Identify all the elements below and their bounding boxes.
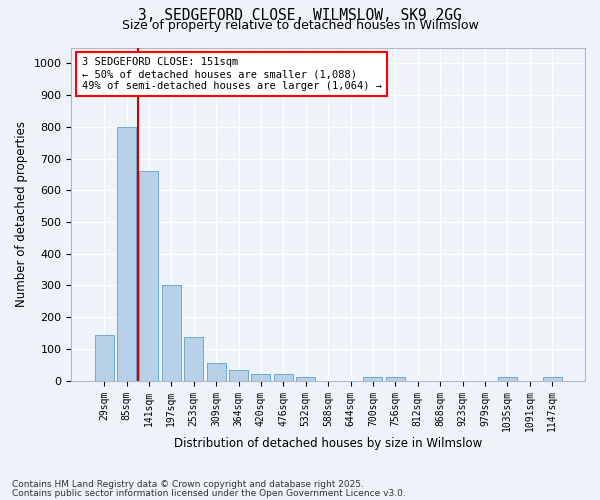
Bar (251, 374, 271, 380)
Bar (95, 334, 113, 380)
Text: 3 SEDGEFORD CLOSE: 151sqm
← 50% of detached houses are smaller (1,088)
49% of se: 3 SEDGEFORD CLOSE: 151sqm ← 50% of detac… (82, 58, 382, 90)
Bar (274, 374, 293, 380)
Text: Contains public sector information licensed under the Open Government Licence v3: Contains public sector information licen… (12, 488, 406, 498)
Bar (117, 127, 136, 380)
Bar (162, 286, 181, 380)
Bar (364, 378, 382, 380)
X-axis label: Distribution of detached houses by size in Wilmslow: Distribution of detached houses by size … (174, 437, 482, 450)
Bar (184, 337, 203, 380)
Bar (498, 378, 517, 380)
Text: 3, SEDGEFORD CLOSE, WILMSLOW, SK9 2GG: 3, SEDGEFORD CLOSE, WILMSLOW, SK9 2GG (138, 8, 462, 22)
Bar (296, 378, 315, 380)
Y-axis label: Number of detached properties: Number of detached properties (15, 121, 28, 307)
Bar (386, 378, 405, 380)
Bar (139, 171, 158, 380)
Bar (229, 370, 248, 380)
Bar (206, 363, 226, 380)
Text: Size of property relative to detached houses in Wilmslow: Size of property relative to detached ho… (122, 19, 478, 32)
Bar (542, 378, 562, 380)
Text: Contains HM Land Registry data © Crown copyright and database right 2025.: Contains HM Land Registry data © Crown c… (12, 480, 364, 489)
